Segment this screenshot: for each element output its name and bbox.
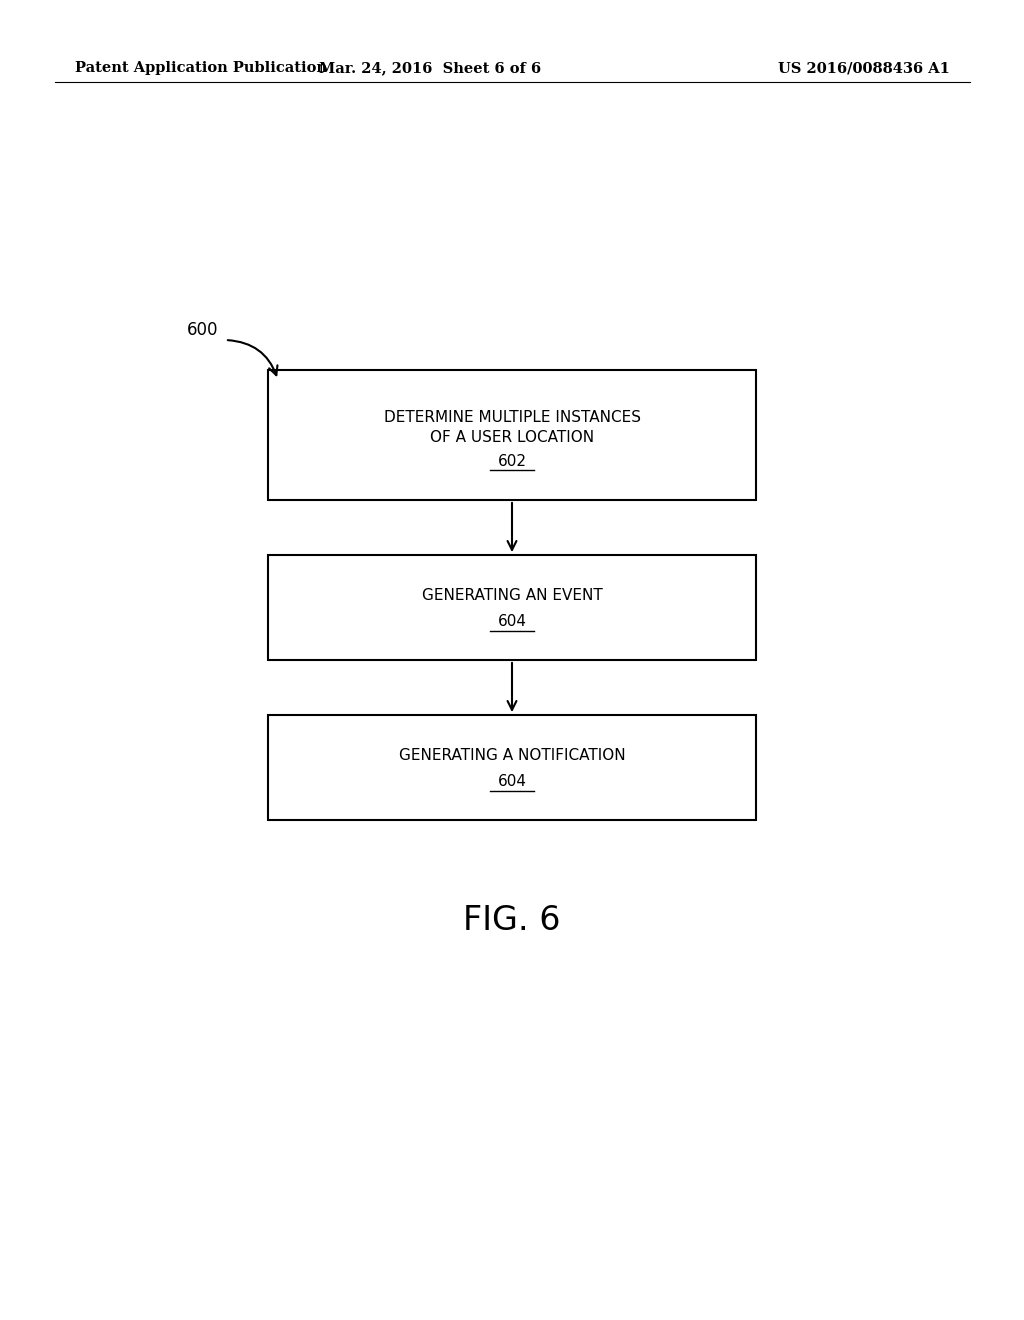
Text: DETERMINE MULTIPLE INSTANCES: DETERMINE MULTIPLE INSTANCES [384, 409, 640, 425]
Text: OF A USER LOCATION: OF A USER LOCATION [430, 429, 594, 445]
Text: FIG. 6: FIG. 6 [463, 903, 561, 936]
Text: 600: 600 [187, 321, 218, 339]
Text: GENERATING A NOTIFICATION: GENERATING A NOTIFICATION [398, 748, 626, 763]
Text: 604: 604 [498, 774, 526, 789]
Bar [268, 370, 756, 500]
Bar [268, 554, 756, 660]
Text: GENERATING AN EVENT: GENERATING AN EVENT [422, 587, 602, 603]
Bar [268, 715, 756, 820]
Text: Mar. 24, 2016  Sheet 6 of 6: Mar. 24, 2016 Sheet 6 of 6 [318, 61, 541, 75]
Text: US 2016/0088436 A1: US 2016/0088436 A1 [778, 61, 950, 75]
Text: 604: 604 [498, 614, 526, 630]
Text: 602: 602 [498, 454, 526, 469]
Text: Patent Application Publication: Patent Application Publication [75, 61, 327, 75]
